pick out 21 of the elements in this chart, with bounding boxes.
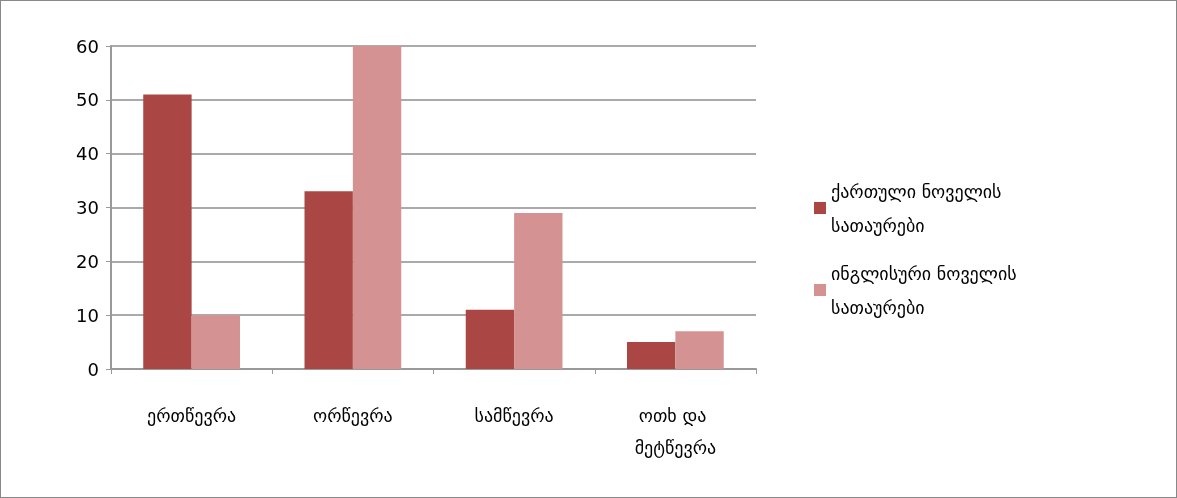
y-tick-label: 40 xyxy=(76,143,99,165)
bar xyxy=(627,342,676,369)
bar xyxy=(514,212,563,369)
bar xyxy=(465,309,515,369)
legend-label: ინგლისური ნოველის სათაურები xyxy=(831,262,1023,318)
x-tick-label: ორწევრა xyxy=(313,404,393,426)
y-tick-label: 20 xyxy=(76,250,99,272)
bar xyxy=(675,331,724,369)
bar xyxy=(304,191,353,369)
y-tick-label: 0 xyxy=(87,358,99,380)
bar xyxy=(352,46,402,369)
y-tick-label: 10 xyxy=(76,304,99,326)
y-tick-label: 50 xyxy=(76,89,99,111)
x-tick-label: ოთხ და მეტწევრა xyxy=(634,404,717,458)
y-tick-label: 30 xyxy=(76,197,99,218)
x-tick-label: ერთწევრა xyxy=(147,404,237,426)
x-tick-label: სამწევრა xyxy=(474,404,554,426)
legend-label: ქართული ნოველის სათაურები xyxy=(831,180,1008,236)
bar xyxy=(191,315,240,369)
y-tick-label: 60 xyxy=(76,35,99,57)
bar xyxy=(143,94,192,369)
